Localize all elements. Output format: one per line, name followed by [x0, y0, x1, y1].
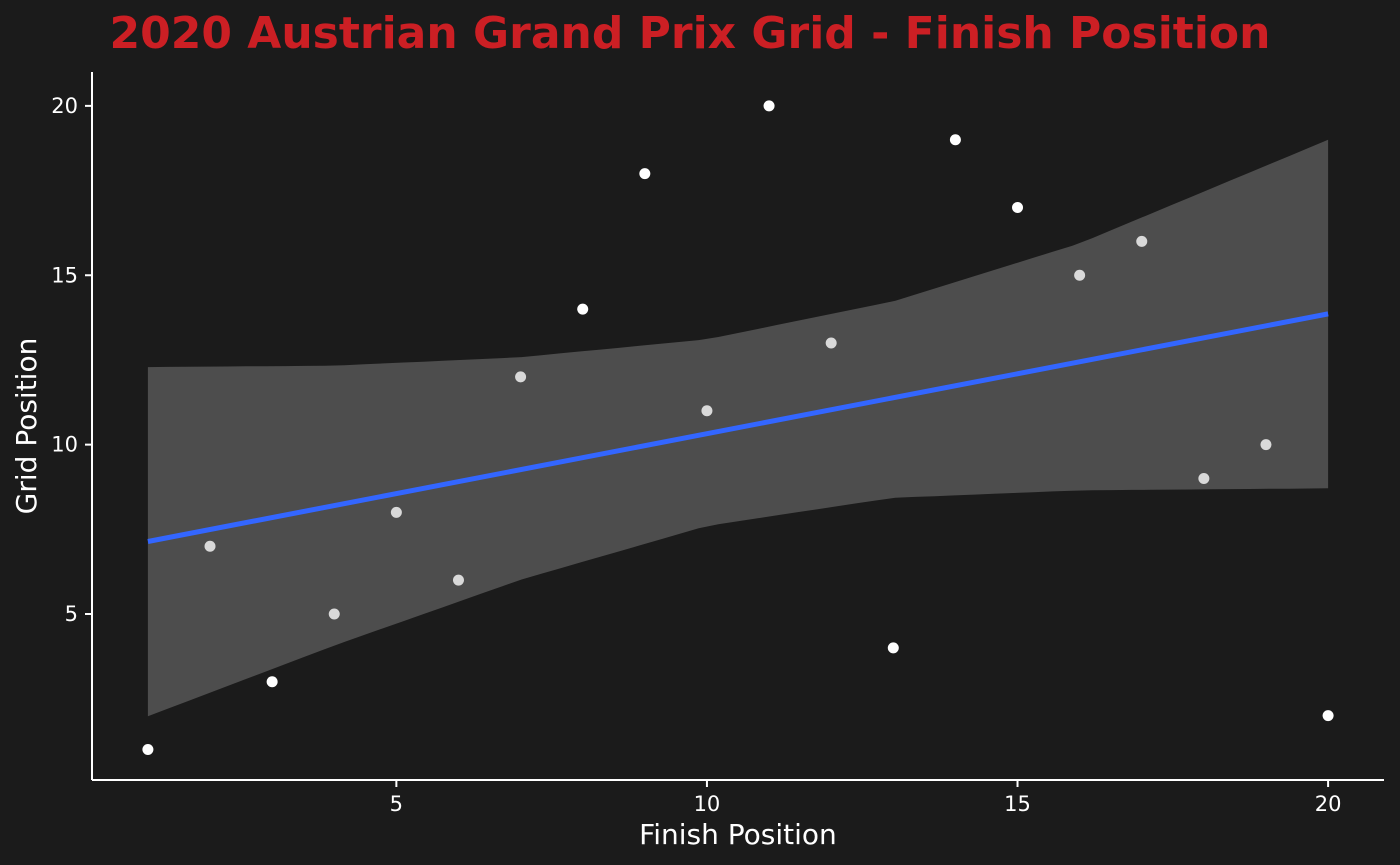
data-point — [763, 100, 775, 112]
x-tick-label: 5 — [390, 792, 403, 816]
data-point — [701, 405, 713, 417]
data-point — [515, 371, 527, 383]
data-point — [142, 744, 154, 756]
points-layer — [142, 100, 1334, 756]
y-tick-label: 15 — [51, 263, 78, 287]
data-point — [266, 676, 278, 688]
data-point — [1136, 235, 1148, 247]
data-point — [887, 642, 899, 654]
data-point — [1322, 710, 1334, 722]
data-point — [1260, 439, 1272, 451]
data-point — [1074, 269, 1086, 281]
x-tick-label: 20 — [1315, 792, 1342, 816]
data-point — [949, 134, 961, 146]
trend-line — [147, 311, 1329, 544]
data-point — [577, 303, 589, 315]
x-axis-label: Finish Position — [639, 818, 837, 851]
data-point — [1198, 473, 1210, 485]
y-tick-label: 10 — [51, 433, 78, 457]
y-tick-label: 20 — [51, 94, 78, 118]
x-tick-label: 10 — [694, 792, 721, 816]
y-tick-label: 5 — [65, 602, 78, 626]
y-axis-label: Grid Position — [10, 338, 43, 515]
data-point — [204, 540, 216, 552]
x-tick-label: 15 — [1004, 792, 1031, 816]
chart-title: 2020 Austrian Grand Prix Grid - Finish P… — [110, 8, 1271, 59]
trend-line-layer — [147, 311, 1329, 544]
data-point — [639, 168, 651, 180]
data-point — [1012, 202, 1024, 214]
data-point — [452, 574, 464, 586]
data-point — [825, 337, 837, 349]
axes-layer: 5 10 15 20 5 10 15 20 — [51, 72, 1384, 816]
data-point — [328, 608, 340, 620]
data-point — [390, 506, 402, 518]
